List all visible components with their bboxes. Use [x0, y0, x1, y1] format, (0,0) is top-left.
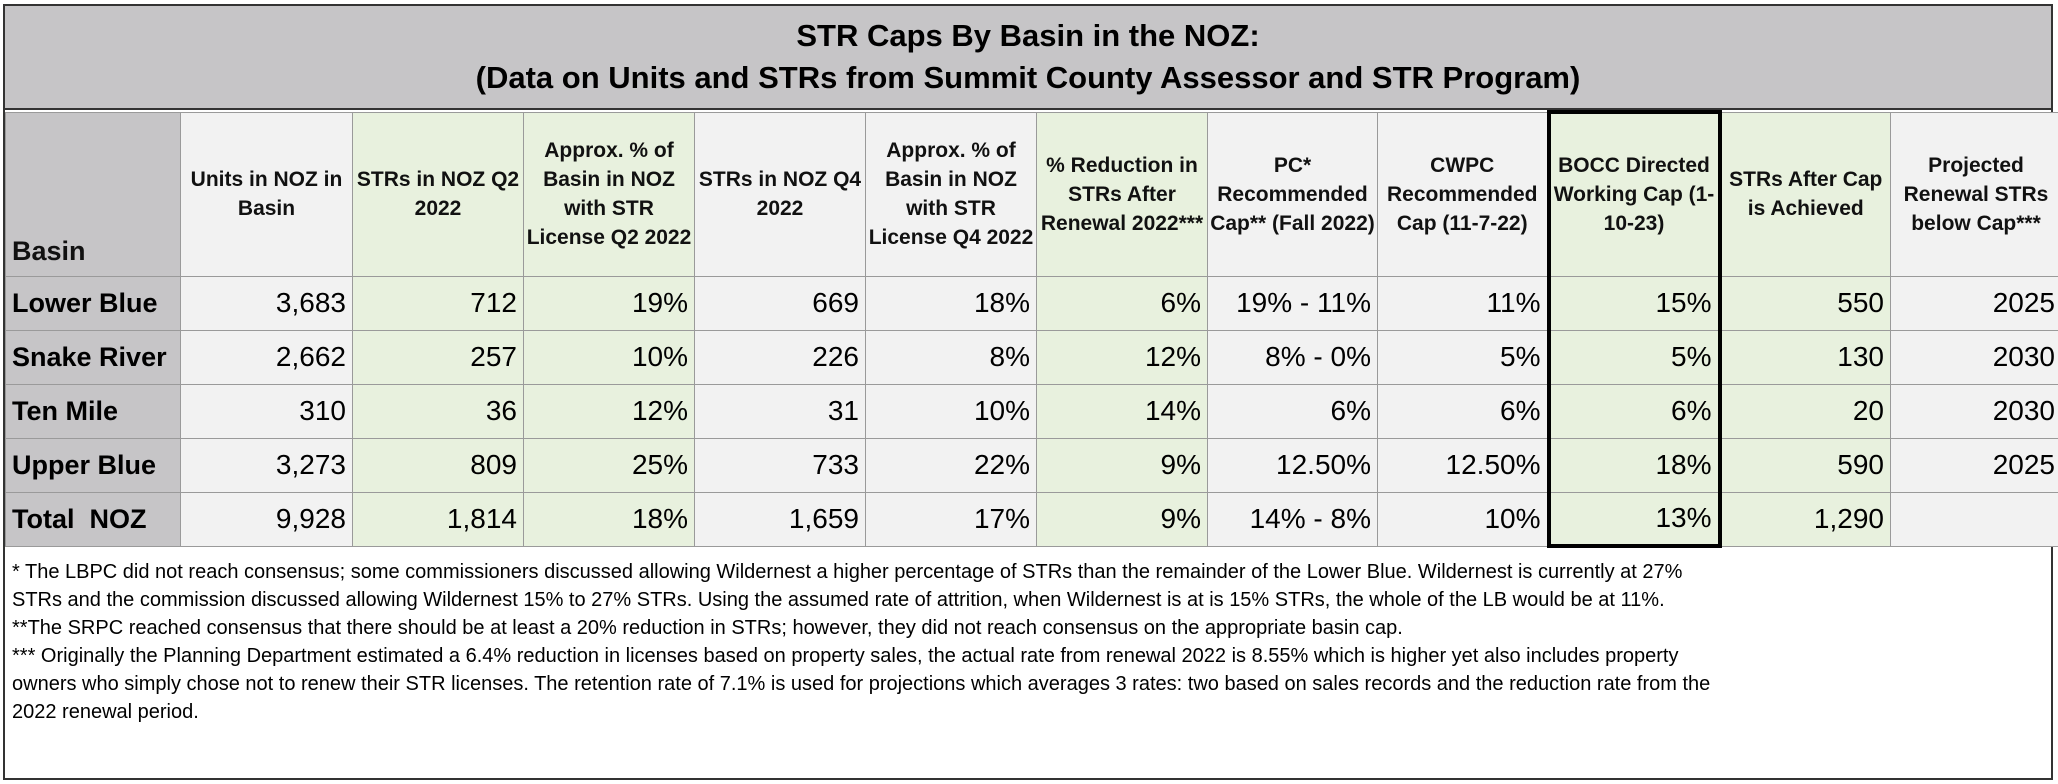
- table-cell: 8% - 0%: [1207, 329, 1378, 385]
- table-cell: 18%: [523, 491, 695, 547]
- basin-label: Upper Blue: [5, 437, 181, 493]
- table-cell: 12%: [1036, 329, 1208, 385]
- col-header-strs-q2: STRs in NOZ Q2 2022: [352, 111, 524, 277]
- col-header-projected-renewal: Projected Renewal STRs below Cap***: [1890, 111, 2058, 277]
- table-cell: 6%: [1377, 383, 1549, 439]
- table-cell: 10%: [1377, 491, 1549, 547]
- basin-label: Lower Blue: [5, 275, 181, 331]
- slide-frame: STR Caps By Basin in the NOZ: (Data on U…: [3, 4, 2058, 780]
- table-cell: 22%: [865, 437, 1037, 493]
- bocc-cap-cell: 15%: [1546, 275, 1722, 331]
- title-line-1: STR Caps By Basin in the NOZ:: [796, 18, 1260, 53]
- table-row-lower-blue: Lower Blue 3,683 712 19% 669 18% 6% 19% …: [5, 275, 2058, 331]
- table-cell: 1,659: [694, 491, 866, 547]
- table-cell: 3,273: [180, 437, 353, 493]
- col-header-units: Units in NOZ in Basin: [180, 111, 353, 277]
- bocc-cap-cell: 18%: [1546, 437, 1722, 493]
- footnotes: * The LBPC did not reach consensus; some…: [5, 548, 1720, 726]
- col-header-bocc-cap: BOCC Directed Working Cap (1-10-23): [1546, 110, 1722, 277]
- table-row-upper-blue: Upper Blue 3,273 809 25% 733 22% 9% 12.5…: [5, 437, 2058, 493]
- table-cell: 130: [1719, 329, 1891, 385]
- col-header-basin: Basin: [5, 111, 181, 277]
- table-cell: 2025: [1890, 275, 2058, 331]
- table-cell: 8%: [865, 329, 1037, 385]
- table-cell: 36: [352, 383, 524, 439]
- table-cell: 2030: [1890, 329, 2058, 385]
- table-cell: 12.50%: [1377, 437, 1549, 493]
- table-cell: 19% - 11%: [1207, 275, 1378, 331]
- table-cell: 3,683: [180, 275, 353, 331]
- table-cell: 17%: [865, 491, 1037, 547]
- col-header-strs-q4: STRs in NOZ Q4 2022: [694, 111, 866, 277]
- table-cell: 226: [694, 329, 866, 385]
- table-cell: 733: [694, 437, 866, 493]
- col-header-reduction: % Reduction in STRs After Renewal 2022**…: [1036, 111, 1208, 277]
- table-cell: 11%: [1377, 275, 1549, 331]
- table-cell: 1,814: [352, 491, 524, 547]
- table-cell: [1890, 491, 2058, 547]
- col-header-strs-after-cap: STRs After Cap is Achieved: [1719, 111, 1891, 277]
- table-cell: 9,928: [180, 491, 353, 547]
- table-cell: 550: [1719, 275, 1891, 331]
- col-header-pc-cap: PC* Recommended Cap** (Fall 2022): [1207, 111, 1378, 277]
- table-cell: 590: [1719, 437, 1891, 493]
- table-cell: 5%: [1377, 329, 1549, 385]
- table-cell: 712: [352, 275, 524, 331]
- bocc-cap-cell: 6%: [1546, 383, 1722, 439]
- str-caps-table: Basin Units in NOZ in Basin STRs in NOZ …: [5, 110, 2058, 548]
- basin-label: Total NOZ: [5, 491, 181, 547]
- table-cell: 19%: [523, 275, 695, 331]
- table-cell: 20: [1719, 383, 1891, 439]
- basin-label: Ten Mile: [5, 383, 181, 439]
- table-cell: 12.50%: [1207, 437, 1378, 493]
- table-cell: 2025: [1890, 437, 2058, 493]
- col-header-cwpc-cap: CWPC Recommended Cap (11-7-22): [1377, 111, 1549, 277]
- table-cell: 14% - 8%: [1207, 491, 1378, 547]
- table-row-total-noz: Total NOZ 9,928 1,814 18% 1,659 17% 9% 1…: [5, 491, 2058, 548]
- table-cell: 6%: [1036, 275, 1208, 331]
- table-title: STR Caps By Basin in the NOZ: (Data on U…: [5, 6, 2051, 110]
- table-cell: 31: [694, 383, 866, 439]
- table-cell: 25%: [523, 437, 695, 493]
- table-cell: 18%: [865, 275, 1037, 331]
- table-cell: 6%: [1207, 383, 1378, 439]
- table-cell: 14%: [1036, 383, 1208, 439]
- footnote-renewal: *** Originally the Planning Department e…: [12, 645, 1711, 723]
- table-row-ten-mile: Ten Mile 310 36 12% 31 10% 14% 6% 6% 6% …: [5, 383, 2058, 439]
- footnote-pc: * The LBPC did not reach consensus; some…: [12, 561, 1683, 611]
- table-cell: 310: [180, 383, 353, 439]
- footnote-srpc: **The SRPC reached consensus that there …: [12, 617, 1403, 639]
- table-cell: 257: [352, 329, 524, 385]
- col-header-pct-q2: Approx. % of Basin in NOZ with STR Licen…: [523, 111, 695, 277]
- table-cell: 9%: [1036, 491, 1208, 547]
- title-line-2: (Data on Units and STRs from Summit Coun…: [475, 60, 1581, 95]
- table-cell: 2030: [1890, 383, 2058, 439]
- bocc-cap-cell: 13%: [1546, 491, 1722, 548]
- col-header-pct-q4: Approx. % of Basin in NOZ with STR Licen…: [865, 111, 1037, 277]
- table-cell: 9%: [1036, 437, 1208, 493]
- table-cell: 10%: [865, 383, 1037, 439]
- basin-label: Snake River: [5, 329, 181, 385]
- table-row-snake-river: Snake River 2,662 257 10% 226 8% 12% 8% …: [5, 329, 2058, 385]
- table-cell: 2,662: [180, 329, 353, 385]
- table-cell: 1,290: [1719, 491, 1891, 547]
- table-cell: 809: [352, 437, 524, 493]
- table-cell: 12%: [523, 383, 695, 439]
- table-cell: 669: [694, 275, 866, 331]
- bocc-cap-cell: 5%: [1546, 329, 1722, 385]
- table-cell: 10%: [523, 329, 695, 385]
- header-row: Basin Units in NOZ in Basin STRs in NOZ …: [5, 110, 2058, 277]
